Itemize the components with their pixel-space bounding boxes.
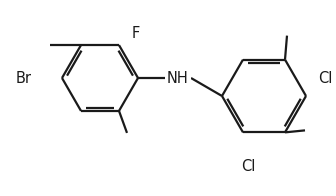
Text: Br: Br — [16, 71, 32, 85]
Text: Cl: Cl — [241, 159, 255, 174]
Text: NH: NH — [167, 71, 189, 85]
Text: Cl: Cl — [318, 71, 332, 85]
Text: F: F — [132, 26, 140, 41]
